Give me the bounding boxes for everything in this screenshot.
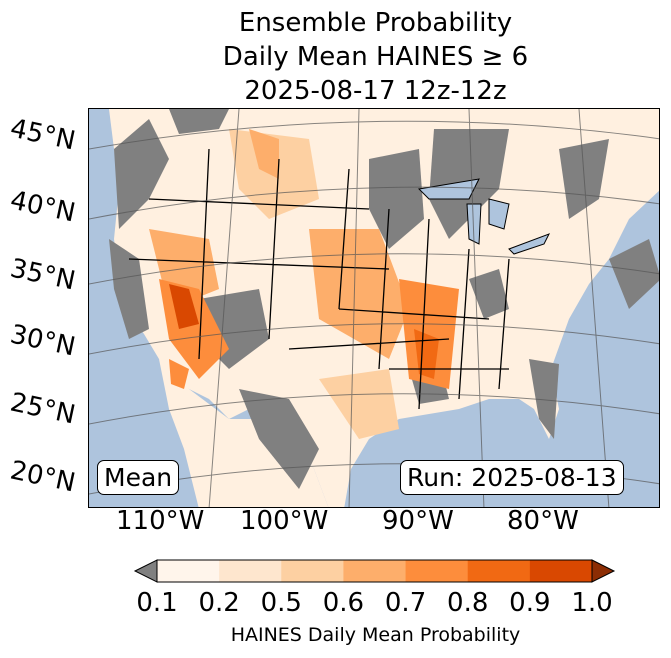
colorbar-tick-label: 0.2: [198, 588, 240, 618]
colorbar-frame: [156, 559, 593, 583]
colorbar-extend-low: [133, 559, 158, 583]
lat-label-40: 40°N: [7, 185, 78, 229]
lat-label-30: 30°N: [7, 319, 78, 363]
lat-label-45: 45°N: [7, 113, 78, 157]
lon-label-110: 110°W: [116, 506, 205, 536]
colorbar-segment: [405, 560, 469, 582]
great-lakes: [417, 178, 551, 255]
probability-map: [88, 108, 660, 508]
map-canvas: [89, 109, 659, 507]
colorbar-tick-label: 0.7: [384, 588, 427, 618]
probability-areas: [149, 129, 459, 439]
mean-label: Mean: [97, 460, 180, 495]
colorbar-label: HAINES Daily Mean Probability: [230, 624, 521, 646]
colorbar-segment: [343, 560, 407, 582]
colorbar-tick-label: 0.1: [136, 588, 178, 618]
colorbar-segment: [281, 560, 344, 582]
run-date-label: Run: 2025-08-13: [400, 460, 624, 495]
colorbar: [133, 559, 616, 583]
colorbar-segment: [157, 560, 220, 582]
colorbar-segment: [219, 560, 282, 582]
below-threshold-areas: [109, 109, 659, 489]
lat-label-20: 20°N: [7, 455, 78, 499]
colorbar-segment: [467, 560, 531, 582]
colorbar-tick-label: 0.6: [322, 588, 365, 618]
colorbar-tick-label: 0.9: [509, 588, 551, 618]
lon-label-80: 80°W: [507, 506, 579, 536]
lon-label-100: 100°W: [240, 506, 329, 536]
colorbar-tick-label: 1.0: [571, 588, 613, 618]
title-line-3: 2025-08-17 12z-12z: [244, 76, 507, 106]
colorbar-tick-label: 0.5: [260, 588, 302, 618]
graticule: [89, 109, 659, 507]
title-line-2: Daily Mean HAINES ≥ 6: [222, 42, 529, 72]
colorbar-extend-high: [591, 559, 616, 583]
lat-label-25: 25°N: [7, 387, 78, 431]
lon-label-90: 90°W: [382, 506, 454, 536]
title-line-1: Ensemble Probability: [238, 8, 513, 38]
state-borders: [128, 148, 510, 410]
lat-label-35: 35°N: [7, 253, 78, 297]
colorbar-segment: [529, 560, 593, 582]
colorbar-tick-label: 0.8: [447, 588, 489, 618]
